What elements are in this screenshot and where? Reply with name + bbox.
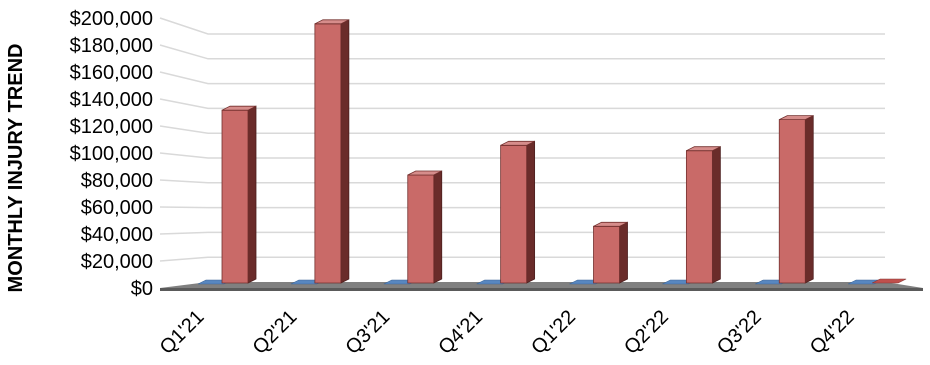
bar-series2 <box>871 278 907 284</box>
gridline <box>159 179 885 184</box>
bar-series2 <box>407 170 443 284</box>
bar-series2 <box>593 221 628 284</box>
floor-edge <box>160 288 923 291</box>
gridline <box>159 256 885 262</box>
gridline <box>159 71 885 85</box>
y-tick-label: $60,000 <box>81 197 153 219</box>
gridline <box>159 98 885 110</box>
y-tick-label: $0 <box>131 278 153 300</box>
x-tick-label: Q4'21 <box>434 306 487 359</box>
gridlines <box>159 17 885 262</box>
gridline <box>159 206 885 209</box>
bar-series2 <box>778 115 814 284</box>
y-tick-label: $80,000 <box>81 170 153 192</box>
bar-series2 <box>685 146 721 284</box>
gridline <box>159 44 885 60</box>
bar-series2 <box>314 19 350 284</box>
gridline <box>159 152 885 159</box>
x-tick-label: Q3'21 <box>341 306 394 359</box>
y-tick-label: $40,000 <box>81 224 153 246</box>
floor-top <box>160 282 923 288</box>
bar-series2 <box>500 140 536 284</box>
y-axis-ticks: $0 $20,000 $40,000 $60,000 $80,000 $100,000 $1… <box>70 8 153 300</box>
x-tick-label: Q4'22 <box>806 306 859 359</box>
x-tick-label: Q2'22 <box>620 306 673 359</box>
x-tick-label: Q2'21 <box>249 306 302 359</box>
gridline <box>159 17 885 35</box>
x-axis-ticks: Q1'21 Q2'21 Q3'21 Q4'21 Q1'22 Q2'22 Q3'22 Q4'22 <box>156 306 859 359</box>
x-tick-label: Q1'22 <box>527 306 580 359</box>
x-tick-label: Q1'21 <box>156 306 209 359</box>
y-tick-label: $20,000 <box>81 251 153 273</box>
y-tick-label: $160,000 <box>70 62 153 84</box>
gridline <box>159 125 885 134</box>
y-tick-label: $140,000 <box>70 89 153 111</box>
y-tick-label: $100,000 <box>70 143 153 165</box>
gridline <box>159 231 885 235</box>
y-tick-label: $180,000 <box>70 35 153 57</box>
bars <box>197 19 907 285</box>
x-tick-label: Q3'22 <box>713 306 766 359</box>
bar-series2 <box>221 105 257 284</box>
y-tick-label: $200,000 <box>70 8 153 30</box>
y-tick-label: $120,000 <box>70 116 153 138</box>
y-axis-title: MONTHLY INJURY TREND <box>5 44 27 293</box>
chart-floor <box>160 282 923 291</box>
